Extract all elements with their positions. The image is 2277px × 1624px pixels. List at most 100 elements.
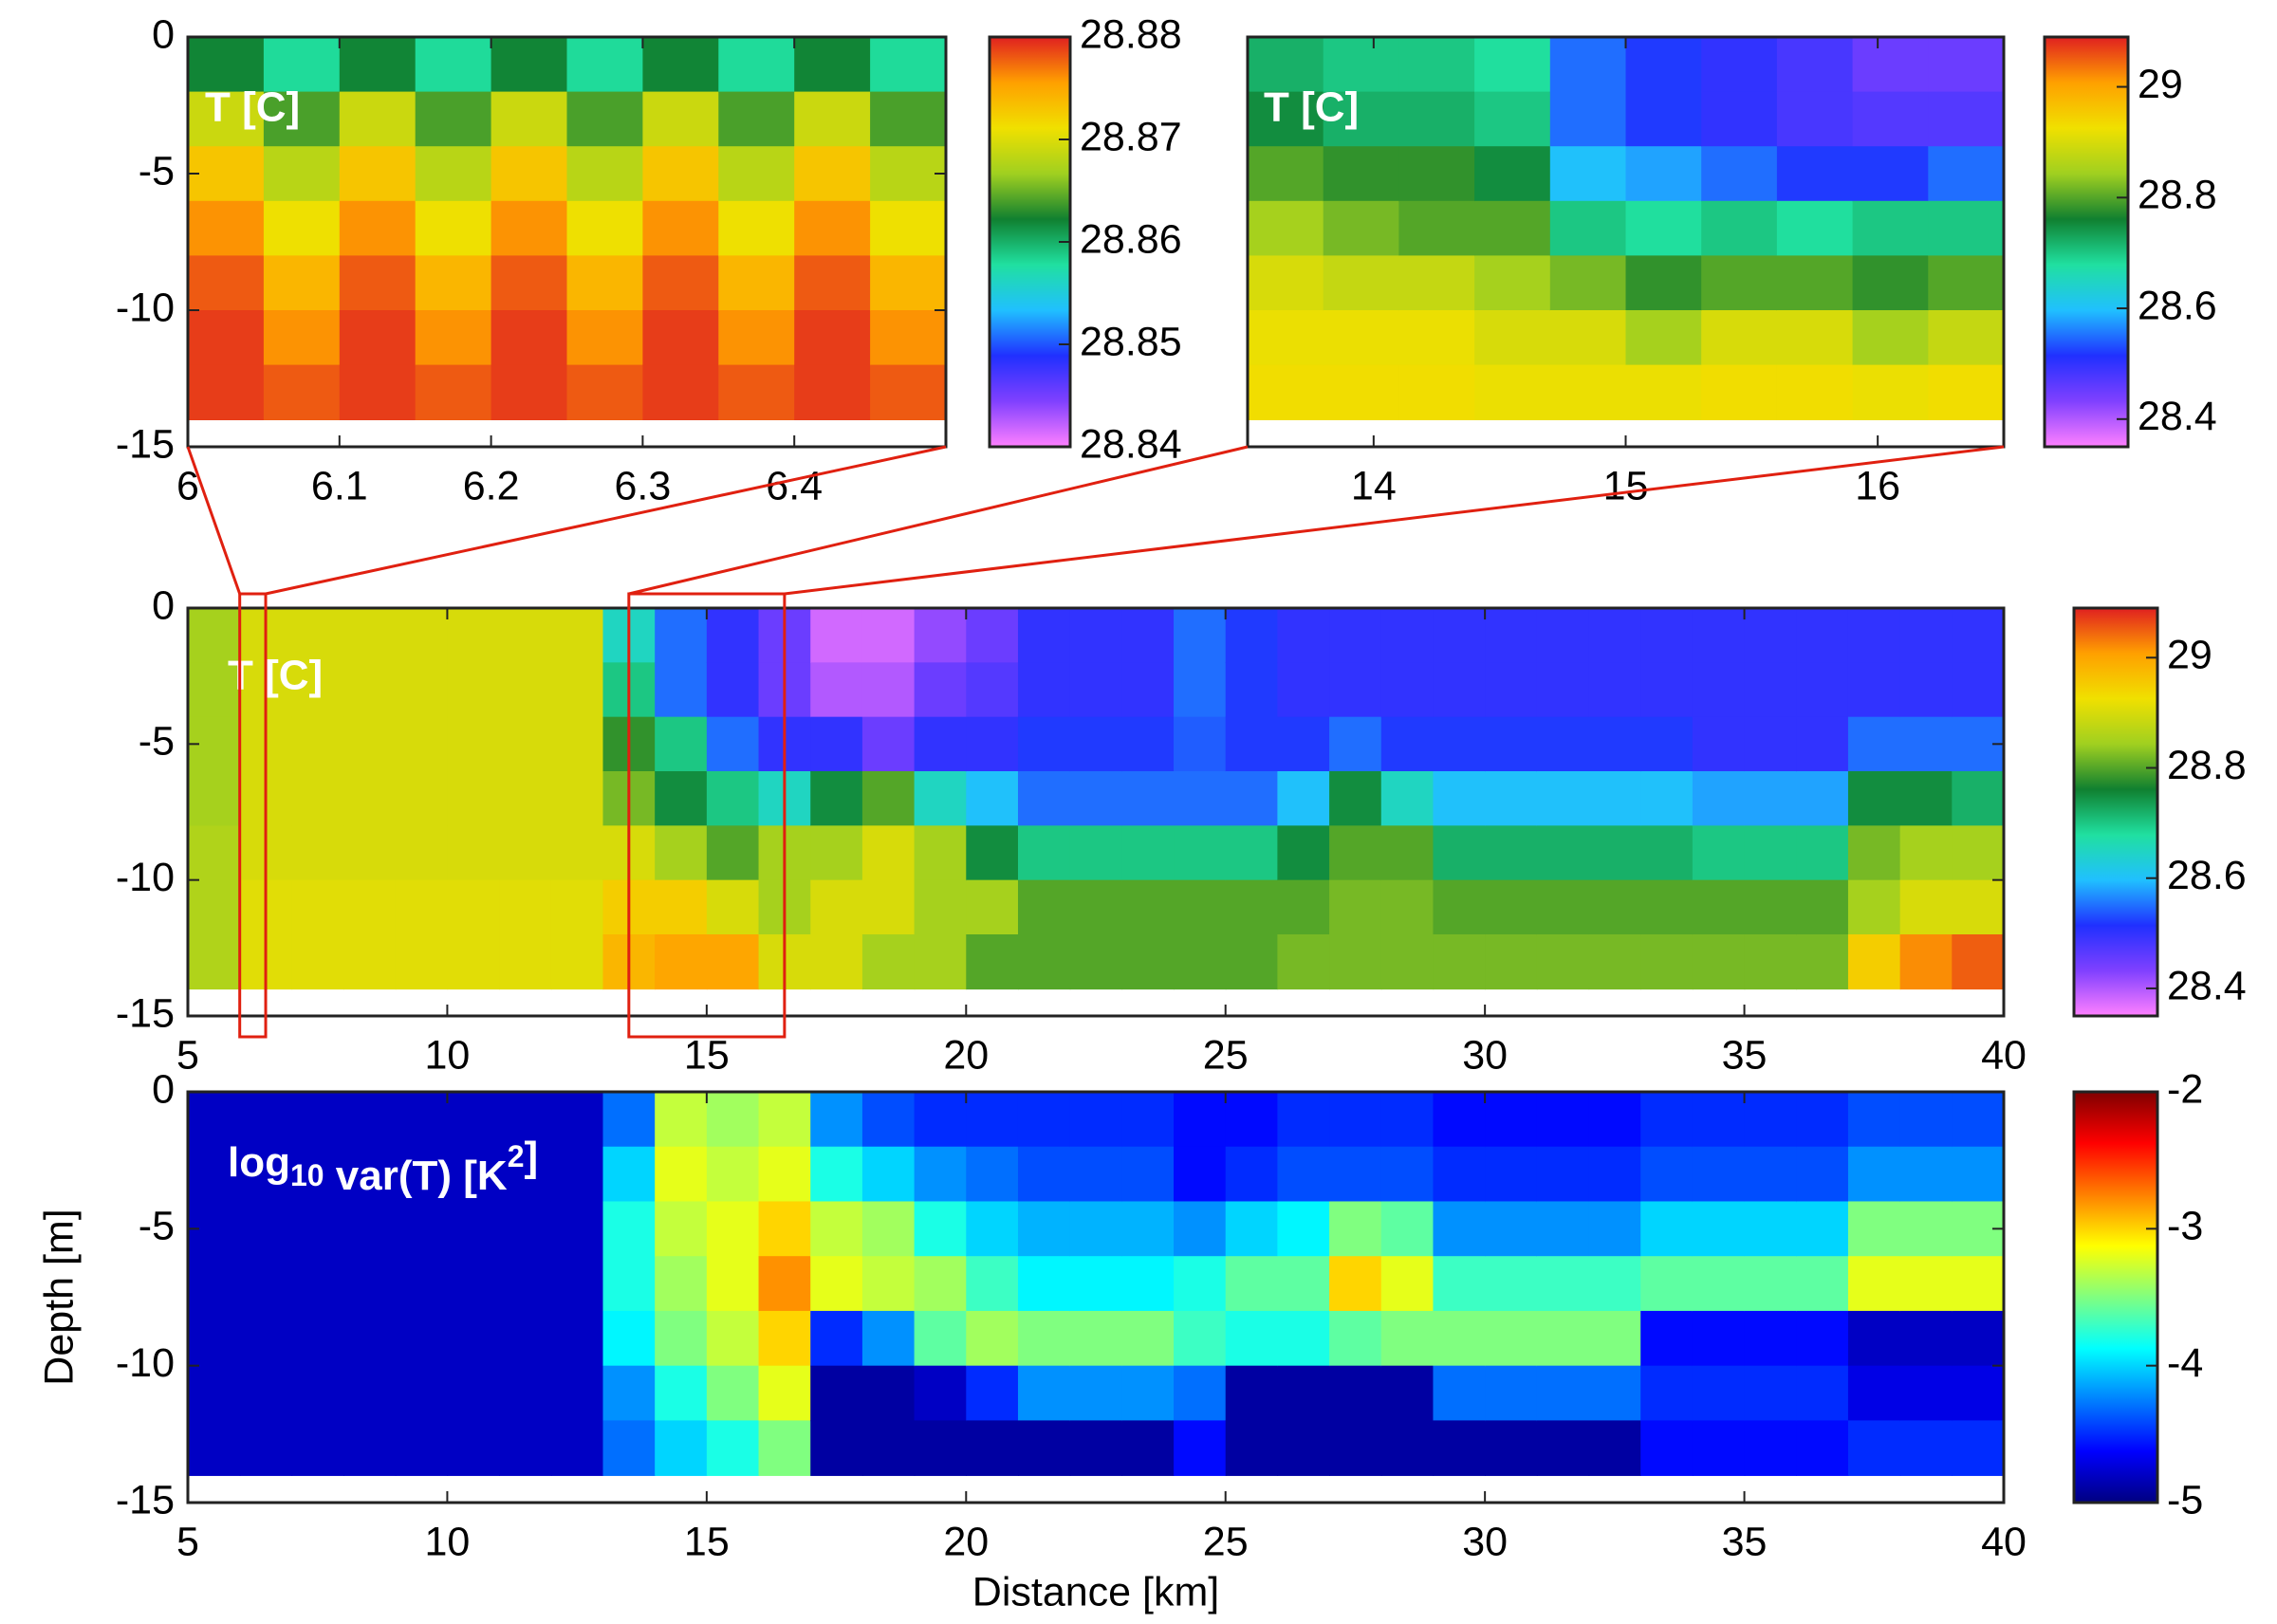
- heat-cell: [1225, 662, 1279, 718]
- heat-cell: [1625, 91, 1702, 147]
- heat-cell: [706, 1310, 760, 1367]
- heat-cell: [1852, 310, 1930, 366]
- heat-cell: [1380, 879, 1435, 935]
- heat-cell: [1329, 716, 1382, 772]
- x-tick-label: 35: [1722, 1519, 1768, 1564]
- heat-cell: [1485, 1365, 1538, 1422]
- heat-cell: [415, 91, 492, 147]
- heat-cell: [718, 146, 795, 202]
- heat-cell: [1776, 200, 1854, 257]
- heat-cell: [1625, 200, 1702, 257]
- heat-cell: [263, 146, 341, 202]
- heat-cell: [1398, 364, 1475, 420]
- heat-cell: [1899, 1365, 1953, 1422]
- heat-cell: [239, 1310, 293, 1367]
- heat-cell: [1121, 825, 1175, 881]
- heat-cell: [1017, 1420, 1071, 1476]
- heat-cell: [1485, 716, 1538, 772]
- heat-cell: [1485, 1420, 1538, 1476]
- heat-cell: [1174, 1146, 1227, 1203]
- heat-cell: [870, 364, 946, 420]
- annotation: T [C]: [1264, 84, 1359, 131]
- heat-cell: [239, 1201, 293, 1257]
- annotation-part: var(T) [K: [324, 1153, 508, 1199]
- heat-cell: [794, 200, 871, 257]
- heat-cell: [291, 1256, 344, 1312]
- heat-cell: [1323, 37, 1400, 93]
- heat-cell: [1398, 91, 1475, 147]
- heat-cell: [1277, 771, 1330, 827]
- heat-cell: [188, 37, 265, 93]
- heat-cell: [1847, 771, 1901, 827]
- heat-cell: [1692, 825, 1746, 881]
- heat-cell: [1277, 608, 1330, 664]
- heat-cell: [1625, 364, 1702, 420]
- heat-cell: [291, 934, 344, 990]
- heat-cell: [1380, 662, 1435, 718]
- plot-area: [188, 1092, 2004, 1476]
- heat-cell: [1549, 37, 1627, 93]
- heat-cell: [1536, 1146, 1590, 1203]
- heat-cell: [1588, 1256, 1641, 1312]
- heat-cell: [1852, 200, 1930, 257]
- heat-cell: [1588, 1201, 1641, 1257]
- heat-cell: [415, 255, 492, 311]
- colorbar: [2045, 37, 2128, 447]
- heat-cell: [794, 37, 871, 93]
- y-tick-label: -15: [116, 990, 175, 1036]
- heat-cell: [1433, 1310, 1486, 1367]
- heat-cell: [1692, 879, 1746, 935]
- heat-cell: [758, 1310, 812, 1367]
- heat-cell: [1121, 608, 1175, 664]
- heat-cell: [1329, 879, 1382, 935]
- heat-cell: [1017, 1092, 1071, 1148]
- heat-cell: [1069, 879, 1123, 935]
- zoom-box: [627, 592, 787, 1039]
- heat-cell: [550, 1420, 604, 1476]
- heat-cell: [1796, 934, 1849, 990]
- heat-cell: [1588, 1310, 1641, 1367]
- heat-cell: [1796, 1256, 1849, 1312]
- heat-cell: [415, 37, 492, 93]
- heat-cell: [499, 1146, 552, 1203]
- heat-cell: [706, 879, 760, 935]
- heat-cell: [914, 1420, 968, 1476]
- heat-cell: [655, 771, 708, 827]
- colorbar-tick-label: 28.6: [2138, 283, 2217, 328]
- heat-cell: [1536, 662, 1590, 718]
- heat-cell: [1899, 608, 1953, 664]
- heat-cell: [1380, 1365, 1435, 1422]
- heat-cell: [1174, 1420, 1227, 1476]
- heat-cell: [1796, 879, 1849, 935]
- heat-cell: [1329, 1201, 1382, 1257]
- colorbar-tick-label: -5: [2167, 1477, 2203, 1522]
- heat-cell: [870, 37, 946, 93]
- heat-cell: [1433, 1146, 1486, 1203]
- heat-cell: [810, 1092, 863, 1148]
- colorbar-tick-label: -2: [2167, 1066, 2203, 1112]
- heat-cell: [1640, 662, 1694, 718]
- heat-cell: [1121, 716, 1175, 772]
- heat-cell: [550, 1310, 604, 1367]
- heat-cell: [395, 1092, 449, 1148]
- heat-cell: [1796, 771, 1849, 827]
- heat-cell: [1225, 825, 1279, 881]
- heat-cell: [1549, 146, 1627, 202]
- heat-cell: [395, 1310, 449, 1367]
- axes-frame: [186, 1090, 2006, 1504]
- heat-cell: [550, 662, 604, 718]
- heat-cell: [1701, 364, 1778, 420]
- heat-cell: [491, 310, 568, 366]
- heat-cell: [718, 255, 795, 311]
- heat-cell: [655, 1365, 708, 1422]
- heat-cell: [188, 91, 265, 147]
- heat-cell: [718, 310, 795, 366]
- heat-cell: [188, 1092, 241, 1148]
- heat-cell: [810, 825, 863, 881]
- heat-cell: [1588, 716, 1641, 772]
- heat-cell: [1796, 716, 1849, 772]
- heat-cell: [1323, 310, 1400, 366]
- y-tick-label: -10: [116, 285, 175, 330]
- heat-cell: [758, 1146, 812, 1203]
